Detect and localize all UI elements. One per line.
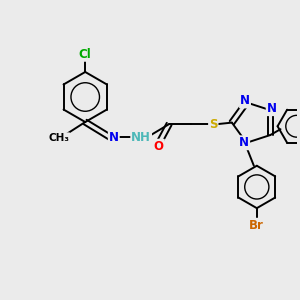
- Text: O: O: [154, 140, 164, 153]
- Text: Br: Br: [249, 219, 264, 232]
- Text: NH: NH: [131, 131, 151, 144]
- Text: Cl: Cl: [79, 48, 92, 61]
- Text: N: N: [239, 136, 249, 149]
- Text: N: N: [267, 102, 277, 115]
- Text: CH₃: CH₃: [48, 133, 69, 143]
- Text: N: N: [240, 94, 250, 107]
- Text: N: N: [109, 131, 119, 144]
- Text: S: S: [209, 118, 218, 130]
